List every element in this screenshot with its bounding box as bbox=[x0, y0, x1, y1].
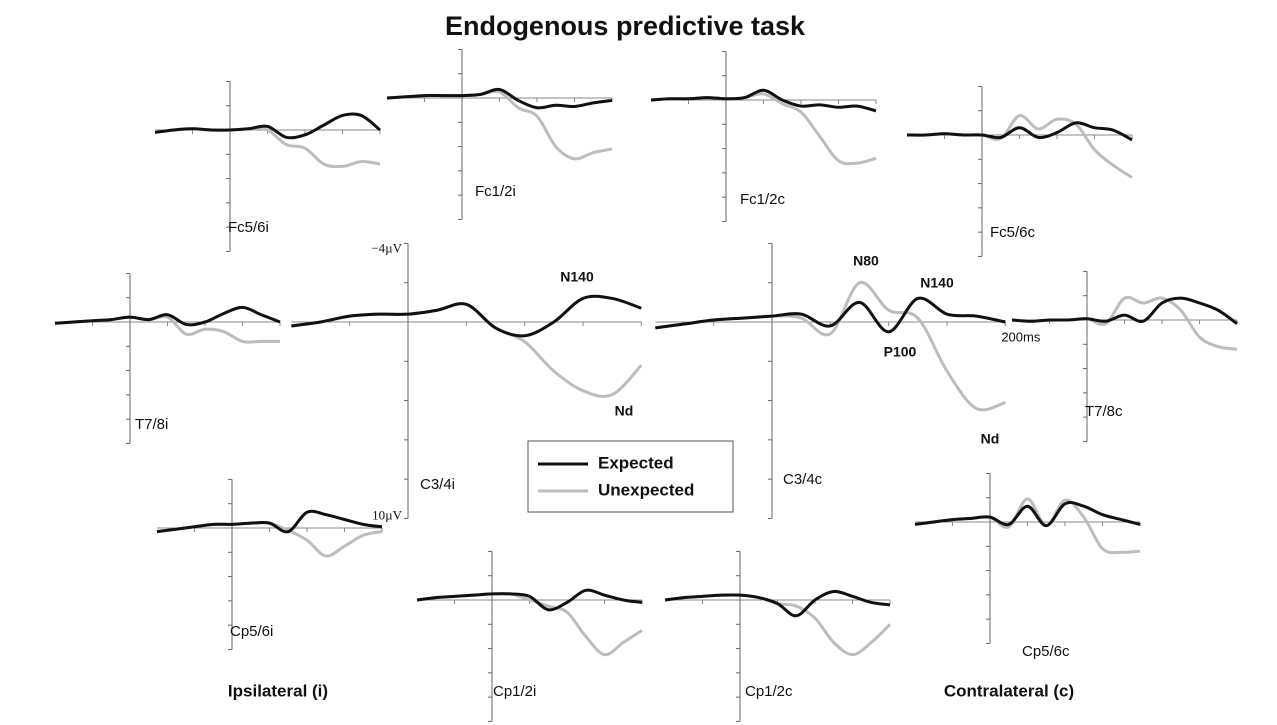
erp-wave-unexpected bbox=[655, 281, 1006, 412]
annotation: N80 bbox=[853, 253, 879, 269]
panel-label: Cp5/6c bbox=[1022, 643, 1070, 660]
panel-label: C3/4i bbox=[420, 476, 455, 493]
panel-label: Fc1/2i bbox=[475, 183, 516, 200]
panel-label: C3/4c bbox=[783, 471, 823, 488]
x-tick-label: 200ms bbox=[1001, 329, 1041, 344]
erp-wave-expected bbox=[650, 88, 877, 113]
y-tick-label: −4µV bbox=[371, 240, 402, 255]
y-tick-label: 10µV bbox=[372, 507, 402, 522]
annotation: Nd bbox=[981, 431, 1000, 447]
erp-wave-expected bbox=[291, 294, 642, 338]
erp-wave-expected bbox=[906, 121, 1133, 142]
erp-wave-unexpected bbox=[154, 126, 381, 169]
panel-label: Cp1/2c bbox=[745, 683, 793, 700]
annotation: P100 bbox=[884, 344, 917, 360]
erp-wave-expected bbox=[416, 588, 643, 612]
annotation: N140 bbox=[560, 269, 594, 285]
panel-label: T7/8c bbox=[1085, 403, 1123, 420]
side-label: Ipsilateral (i) bbox=[228, 681, 328, 700]
side-label: Contralateral (c) bbox=[944, 681, 1074, 700]
panel-label: Cp1/2i bbox=[493, 683, 536, 700]
annotation: Nd bbox=[615, 403, 634, 419]
erp-wave-unexpected bbox=[906, 114, 1133, 179]
erp-wave-expected bbox=[156, 509, 383, 534]
erp-wave-expected bbox=[655, 296, 1006, 334]
chart-title: Endogenous predictive task bbox=[445, 11, 806, 41]
legend-label: Expected bbox=[598, 453, 674, 472]
erp-wave-expected bbox=[1011, 296, 1238, 325]
legend-box bbox=[527, 440, 734, 513]
erp-wave-unexpected bbox=[650, 92, 877, 166]
erp-wave-expected bbox=[54, 305, 281, 327]
erp-wave-expected bbox=[664, 589, 891, 618]
panel-label: Fc5/6c bbox=[990, 224, 1036, 241]
erp-wave-expected bbox=[386, 87, 613, 110]
panel-label: Fc1/2c bbox=[740, 191, 786, 208]
annotation: N140 bbox=[920, 275, 954, 291]
panel-label: Fc5/6i bbox=[228, 219, 269, 236]
panel-label: Cp5/6i bbox=[230, 623, 273, 640]
legend-label: Unexpected bbox=[598, 480, 694, 499]
panel-label: T7/8i bbox=[135, 416, 168, 433]
erp-wave-expected bbox=[914, 501, 1141, 528]
erp-wave-expected bbox=[154, 112, 381, 140]
